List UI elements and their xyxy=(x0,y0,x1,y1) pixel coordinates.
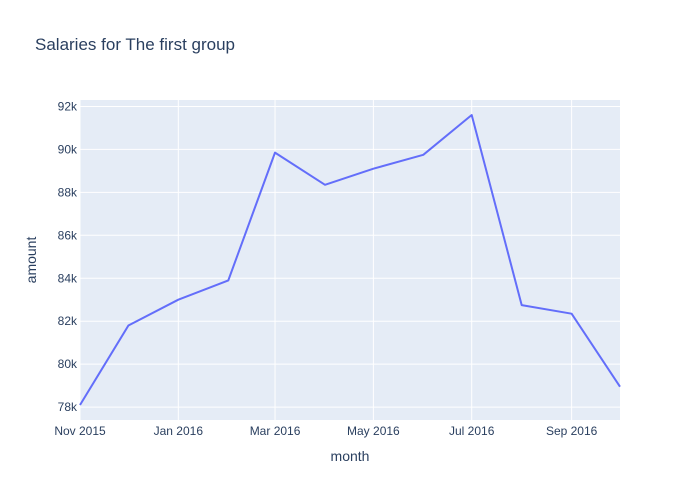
x-tick-label: Mar 2016 xyxy=(250,424,301,438)
series-line xyxy=(79,114,621,406)
y-tick-label: 86k xyxy=(58,228,78,242)
x-tick-label: Sep 2016 xyxy=(546,424,598,438)
y-tick-label: 92k xyxy=(58,99,78,113)
x-tick-label: Nov 2015 xyxy=(54,424,106,438)
y-tick-label: 78k xyxy=(58,400,78,414)
chart-title: Salaries for The first group xyxy=(35,35,235,54)
y-tick-label: 84k xyxy=(58,271,78,285)
x-tick-label: May 2016 xyxy=(347,424,400,438)
series-layer xyxy=(79,114,621,406)
y-axis-ticks: 78k 80k 82k 84k 86k 88k 90k 92k xyxy=(58,99,78,414)
y-tick-label: 80k xyxy=(58,357,78,371)
x-axis-ticks: Nov 2015 Jan 2016 Mar 2016 May 2016 Jul 2016… xyxy=(54,424,597,438)
y-tick-label: 90k xyxy=(58,142,78,156)
plot-area xyxy=(80,100,620,420)
y-tick-label: 82k xyxy=(58,314,78,328)
x-axis-title: month xyxy=(331,448,370,464)
y-axis-title: amount xyxy=(23,237,39,284)
x-tick-label: Jul 2016 xyxy=(449,424,495,438)
x-tick-label: Jan 2016 xyxy=(154,424,204,438)
y-tick-label: 88k xyxy=(58,185,78,199)
